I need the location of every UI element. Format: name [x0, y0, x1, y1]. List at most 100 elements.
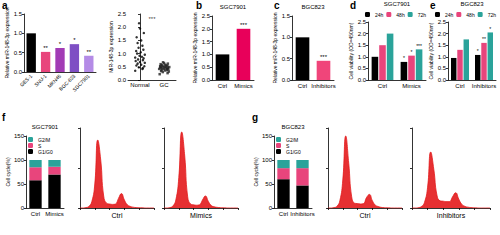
svg-text:50: 50: [265, 181, 272, 187]
svg-text:Cell viability (OD=450nm): Cell viability (OD=450nm): [428, 22, 434, 79]
svg-text:0.5: 0.5: [202, 64, 211, 70]
svg-text:GC: GC: [160, 82, 170, 88]
svg-text:0.0: 0.0: [282, 77, 291, 83]
svg-text:24h: 24h: [445, 12, 454, 18]
svg-text:SGC7901: SGC7901: [71, 73, 91, 93]
svg-text:Normal: Normal: [130, 82, 149, 88]
svg-text:g: g: [252, 112, 258, 123]
svg-text:Mimics: Mimics: [190, 212, 212, 219]
svg-text:1.5: 1.5: [438, 42, 447, 48]
svg-text:**: **: [43, 45, 48, 51]
svg-text:Ctrl: Ctrl: [360, 212, 371, 219]
svg-text:72h: 72h: [418, 12, 427, 18]
svg-text:Inhibitors: Inhibitors: [311, 83, 335, 89]
svg-text:SGC7901: SGC7901: [384, 1, 411, 7]
svg-text:*: *: [59, 41, 62, 47]
svg-text:0.0: 0.0: [202, 77, 211, 83]
svg-text:50: 50: [17, 181, 24, 187]
svg-text:1.5: 1.5: [118, 37, 127, 43]
svg-text:0.5: 0.5: [358, 65, 367, 71]
svg-text:f: f: [2, 112, 6, 123]
svg-text:***: ***: [320, 54, 328, 60]
svg-text:150: 150: [262, 133, 273, 139]
svg-text:2.0: 2.0: [202, 26, 211, 32]
svg-text:Inhibitors: Inhibitors: [290, 211, 314, 217]
svg-text:100: 100: [262, 157, 273, 163]
svg-text:0: 0: [21, 205, 25, 211]
svg-text:G1/G0: G1/G0: [38, 149, 53, 155]
svg-text:Ctrl: Ctrl: [298, 83, 307, 89]
svg-text:48h: 48h: [396, 12, 405, 18]
svg-text:Inhibitors: Inhibitors: [437, 212, 466, 219]
svg-text:Ctrl: Ctrl: [112, 212, 123, 219]
svg-text:2.0: 2.0: [438, 31, 447, 37]
svg-text:2.0: 2.0: [358, 31, 367, 37]
svg-text:2.5: 2.5: [118, 11, 127, 17]
svg-text:BGC823: BGC823: [460, 1, 484, 7]
svg-text:**: **: [482, 36, 486, 42]
svg-text:a: a: [2, 0, 8, 11]
svg-text:0.5: 0.5: [14, 50, 23, 56]
svg-text:Mimics: Mimics: [45, 211, 64, 217]
svg-text:BGC823: BGC823: [301, 4, 325, 10]
svg-text:SGC7901: SGC7901: [220, 4, 247, 10]
svg-text:d: d: [350, 0, 356, 11]
svg-text:Ctrl: Ctrl: [279, 211, 288, 217]
svg-text:Ctrl: Ctrl: [378, 83, 387, 89]
svg-text:MiR-148-3p expression: MiR-148-3p expression: [108, 21, 114, 73]
svg-text:Cell viability (OD=450nm): Cell viability (OD=450nm): [348, 22, 354, 79]
svg-text:1.5: 1.5: [282, 13, 291, 19]
svg-text:0.0: 0.0: [14, 69, 23, 75]
svg-text:Ctrl: Ctrl: [455, 83, 464, 89]
svg-text:G1/G0: G1/G0: [286, 149, 301, 155]
svg-text:BGC823: BGC823: [281, 124, 305, 130]
svg-text:Ctrl: Ctrl: [31, 211, 40, 217]
svg-text:0.5: 0.5: [282, 56, 291, 62]
svg-text:1.5: 1.5: [14, 11, 23, 17]
svg-text:Mimics: Mimics: [234, 83, 253, 89]
svg-text:0.5: 0.5: [118, 64, 127, 70]
svg-text:Cell cycle(%): Cell cycle(%): [5, 157, 11, 187]
svg-text:**: **: [86, 49, 91, 55]
svg-text:*: *: [411, 49, 413, 55]
svg-text:SGC7901: SGC7901: [32, 124, 59, 130]
svg-text:c: c: [274, 0, 280, 11]
svg-text:Relative miR-148-3p expression: Relative miR-148-3p expression: [4, 7, 10, 78]
svg-text:72h: 72h: [488, 12, 497, 18]
svg-text:0.5: 0.5: [438, 65, 447, 71]
svg-text:1.0: 1.0: [14, 30, 23, 36]
svg-text:*: *: [73, 37, 76, 43]
svg-text:Cell cycle(%): Cell cycle(%): [253, 157, 259, 187]
svg-text:***: ***: [416, 43, 422, 49]
svg-text:Relative miR-148-3p expression: Relative miR-148-3p expression: [192, 12, 198, 83]
svg-text:1.0: 1.0: [118, 51, 127, 57]
svg-text:1.0: 1.0: [358, 54, 367, 60]
svg-text:2.0: 2.0: [118, 24, 127, 30]
svg-text:***: ***: [240, 22, 248, 28]
svg-text:2.5: 2.5: [358, 19, 367, 25]
svg-text:*: *: [477, 48, 479, 54]
svg-text:Mimics: Mimics: [402, 83, 421, 89]
svg-text:b: b: [196, 0, 202, 11]
svg-text:1.0: 1.0: [202, 51, 211, 57]
svg-text:***: ***: [148, 16, 156, 22]
svg-text:2.5: 2.5: [438, 19, 447, 25]
svg-text:0.0: 0.0: [438, 77, 447, 83]
svg-text:1.5: 1.5: [202, 39, 211, 45]
svg-text:*: *: [403, 55, 405, 61]
svg-text:24h: 24h: [375, 12, 384, 18]
svg-text:48h: 48h: [466, 12, 475, 18]
svg-text:0.0: 0.0: [118, 77, 127, 83]
svg-text:0: 0: [269, 205, 273, 211]
svg-text:e: e: [430, 0, 436, 11]
svg-text:0.0: 0.0: [358, 77, 367, 83]
svg-text:150: 150: [14, 133, 25, 139]
svg-text:2.5: 2.5: [202, 13, 211, 19]
svg-text:GES-1: GES-1: [18, 73, 33, 88]
svg-text:Ctrl: Ctrl: [218, 83, 227, 89]
svg-text:1.5: 1.5: [358, 42, 367, 48]
svg-text:Inhibitors: Inhibitors: [472, 83, 496, 89]
svg-text:1.0: 1.0: [282, 34, 291, 40]
svg-text:Relative miR-148-3p expression: Relative miR-148-3p expression: [272, 12, 278, 83]
svg-text:100: 100: [14, 157, 25, 163]
